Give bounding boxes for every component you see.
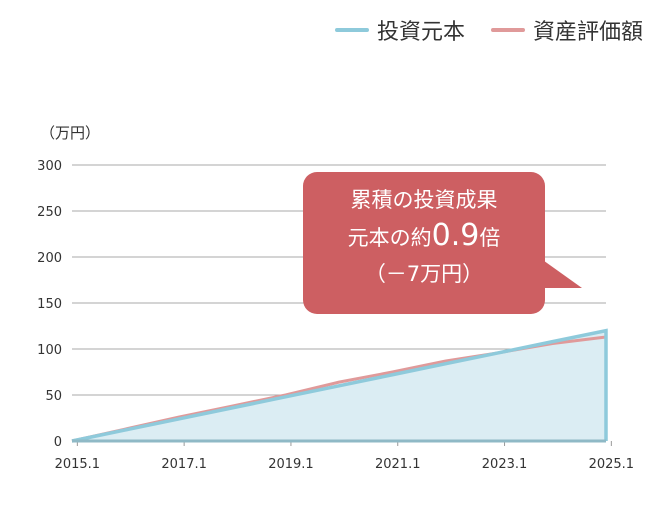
y-tick-label: 250 [37, 205, 62, 220]
x-tick-label: 2017.1 [161, 457, 207, 472]
x-tick-label: 2019.1 [268, 457, 314, 472]
callout-box: 累積の投資成果 元本の約0.9倍 （－7万円） [303, 172, 545, 314]
legend-item-valuation: 資産評価額 [490, 14, 643, 46]
legend-swatch [490, 28, 525, 32]
legend-label: 資産評価額 [532, 20, 643, 45]
x-tick-label: 2025.1 [589, 457, 635, 472]
y-tick-label: 300 [37, 159, 62, 174]
legend-swatch [334, 28, 369, 32]
x-tick-label: 2023.1 [482, 457, 528, 472]
legend-item-principal: 投資元本 [334, 14, 465, 46]
x-tick-label: 2015.1 [55, 457, 101, 472]
y-tick-label: 50 [45, 389, 62, 404]
callout-text: 倍 [479, 226, 501, 250]
y-tick-label: 150 [37, 297, 62, 312]
y-tick-label: 0 [54, 435, 62, 450]
x-tick-label: 2021.1 [375, 457, 421, 472]
legend-label: 投資元本 [376, 20, 465, 45]
callout-line1: 累積の投資成果 [350, 188, 498, 212]
legend: 投資元本 資産評価額 [334, 14, 643, 46]
y-axis-unit: （万円） [40, 124, 101, 142]
callout-multiple: 0.9 [431, 218, 480, 253]
principal-line [71, 328, 608, 443]
callout-text: 元本の約 [347, 226, 432, 250]
callout-tail [540, 258, 582, 288]
y-tick-label: 100 [37, 343, 62, 358]
callout-line2: 元本の約0.9倍 [303, 218, 545, 256]
y-tick-label: 200 [37, 251, 62, 266]
callout-line3: （－7万円） [364, 262, 484, 286]
